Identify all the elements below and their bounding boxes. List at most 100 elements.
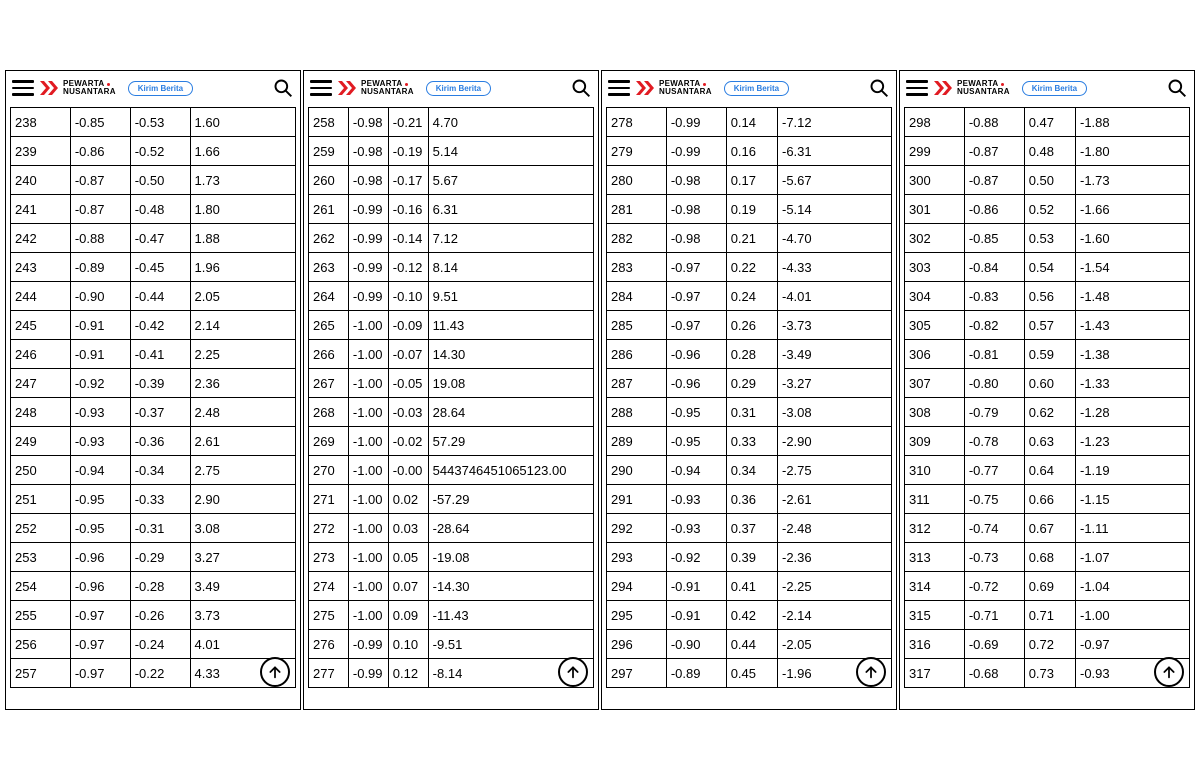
table-cell: 244	[11, 282, 71, 311]
table-cell: -0.47	[130, 224, 190, 253]
table-row: 255-0.97-0.263.73	[11, 601, 296, 630]
scroll-to-top-button[interactable]	[856, 657, 886, 687]
table-row: 258-0.98-0.214.70	[309, 108, 594, 137]
table-row: 276-0.990.10-9.51	[309, 630, 594, 659]
table-row: 311-0.750.66-1.15	[905, 485, 1190, 514]
search-icon[interactable]	[868, 77, 890, 99]
table-cell: -0.33	[130, 485, 190, 514]
table-cell: 302	[905, 224, 965, 253]
table-row: 275-1.000.09-11.43	[309, 601, 594, 630]
table-cell: -0.83	[964, 282, 1024, 311]
table-cell: 310	[905, 456, 965, 485]
brand-text: PEWARTANUSANTARA	[957, 80, 1010, 96]
table-cell: -1.00	[348, 398, 388, 427]
submit-news-button[interactable]: Kirim Berita	[724, 81, 789, 96]
table-cell: 297	[607, 659, 667, 688]
table-cell: -0.00	[388, 456, 428, 485]
table-cell: 312	[905, 514, 965, 543]
scroll-to-top-button[interactable]	[1154, 657, 1184, 687]
table-cell: 0.66	[1024, 485, 1075, 514]
hamburger-menu-icon[interactable]	[310, 77, 332, 99]
brand-logo[interactable]: PEWARTANUSANTARA	[40, 80, 116, 96]
hamburger-menu-icon[interactable]	[906, 77, 928, 99]
brand-text: PEWARTANUSANTARA	[63, 80, 116, 96]
search-icon[interactable]	[1166, 77, 1188, 99]
brand-logo[interactable]: PEWARTANUSANTARA	[636, 80, 712, 96]
table-cell: 262	[309, 224, 349, 253]
panel-header: PEWARTANUSANTARA Kirim Berita	[304, 71, 598, 105]
table-cell: 0.12	[388, 659, 428, 688]
brand-logo[interactable]: PEWARTANUSANTARA	[934, 80, 1010, 96]
table-cell: 0.07	[388, 572, 428, 601]
table-cell: -0.19	[388, 137, 428, 166]
table-row: 274-1.000.07-14.30	[309, 572, 594, 601]
table-cell: 240	[11, 166, 71, 195]
table-cell: -0.95	[70, 514, 130, 543]
table-cell: 0.53	[1024, 224, 1075, 253]
table-cell: 0.54	[1024, 253, 1075, 282]
scroll-to-top-button[interactable]	[558, 657, 588, 687]
table-cell: -0.92	[70, 369, 130, 398]
table-row: 251-0.95-0.332.90	[11, 485, 296, 514]
table-cell: 250	[11, 456, 71, 485]
table-cell: -0.87	[964, 137, 1024, 166]
table-cell: -1.00	[348, 572, 388, 601]
table-cell: 0.03	[388, 514, 428, 543]
table-cell: -1.38	[1075, 340, 1189, 369]
table-cell: 0.33	[726, 427, 777, 456]
table-cell: -0.09	[388, 311, 428, 340]
table-cell: 263	[309, 253, 349, 282]
table-cell: 301	[905, 195, 965, 224]
table-cell: -1.07	[1075, 543, 1189, 572]
hamburger-menu-icon[interactable]	[12, 77, 34, 99]
table-cell: 303	[905, 253, 965, 282]
table-cell: -0.69	[964, 630, 1024, 659]
hamburger-menu-icon[interactable]	[608, 77, 630, 99]
table-cell: 309	[905, 427, 965, 456]
panel-header: PEWARTANUSANTARA Kirim Berita	[900, 71, 1194, 105]
submit-news-button[interactable]: Kirim Berita	[128, 81, 193, 96]
table-cell: 0.71	[1024, 601, 1075, 630]
table-cell: -0.95	[666, 427, 726, 456]
table-cell: -0.03	[388, 398, 428, 427]
table-cell: 292	[607, 514, 667, 543]
table-cell: -0.17	[388, 166, 428, 195]
brand-logo[interactable]: PEWARTANUSANTARA	[338, 80, 414, 96]
table-cell: 0.41	[726, 572, 777, 601]
table-cell: 1.96	[190, 253, 295, 282]
table-row: 268-1.00-0.0328.64	[309, 398, 594, 427]
table-cell: -1.04	[1075, 572, 1189, 601]
table-cell: 5.67	[428, 166, 593, 195]
table-cell: 314	[905, 572, 965, 601]
table-cell: -2.25	[777, 572, 891, 601]
table-cell: -0.91	[70, 311, 130, 340]
submit-news-button[interactable]: Kirim Berita	[1022, 81, 1087, 96]
table-cell: -1.00	[348, 601, 388, 630]
table-row: 283-0.970.22-4.33	[607, 253, 892, 282]
table-cell: -0.44	[130, 282, 190, 311]
table-cell: -1.88	[1075, 108, 1189, 137]
table-cell: -0.48	[130, 195, 190, 224]
table-cell: 251	[11, 485, 71, 514]
search-icon[interactable]	[272, 77, 294, 99]
hamburger-bar	[12, 93, 34, 96]
table-cell: 246	[11, 340, 71, 369]
table-cell: 316	[905, 630, 965, 659]
data-table: 278-0.990.14-7.12279-0.990.16-6.31280-0.…	[606, 107, 892, 688]
table-cell: -11.43	[428, 601, 593, 630]
table-cell: -0.99	[348, 253, 388, 282]
submit-news-button[interactable]: Kirim Berita	[426, 81, 491, 96]
table-cell: -1.28	[1075, 398, 1189, 427]
table-row: 246-0.91-0.412.25	[11, 340, 296, 369]
table-cell: -0.93	[70, 398, 130, 427]
table-cell: 0.69	[1024, 572, 1075, 601]
table-cell: 3.27	[190, 543, 295, 572]
table-cell: 0.10	[388, 630, 428, 659]
table-cell: 2.14	[190, 311, 295, 340]
table-cell: 259	[309, 137, 349, 166]
table-cell: 238	[11, 108, 71, 137]
scroll-to-top-button[interactable]	[260, 657, 290, 687]
table-row: 303-0.840.54-1.54	[905, 253, 1190, 282]
table-cell: -2.48	[777, 514, 891, 543]
search-icon[interactable]	[570, 77, 592, 99]
